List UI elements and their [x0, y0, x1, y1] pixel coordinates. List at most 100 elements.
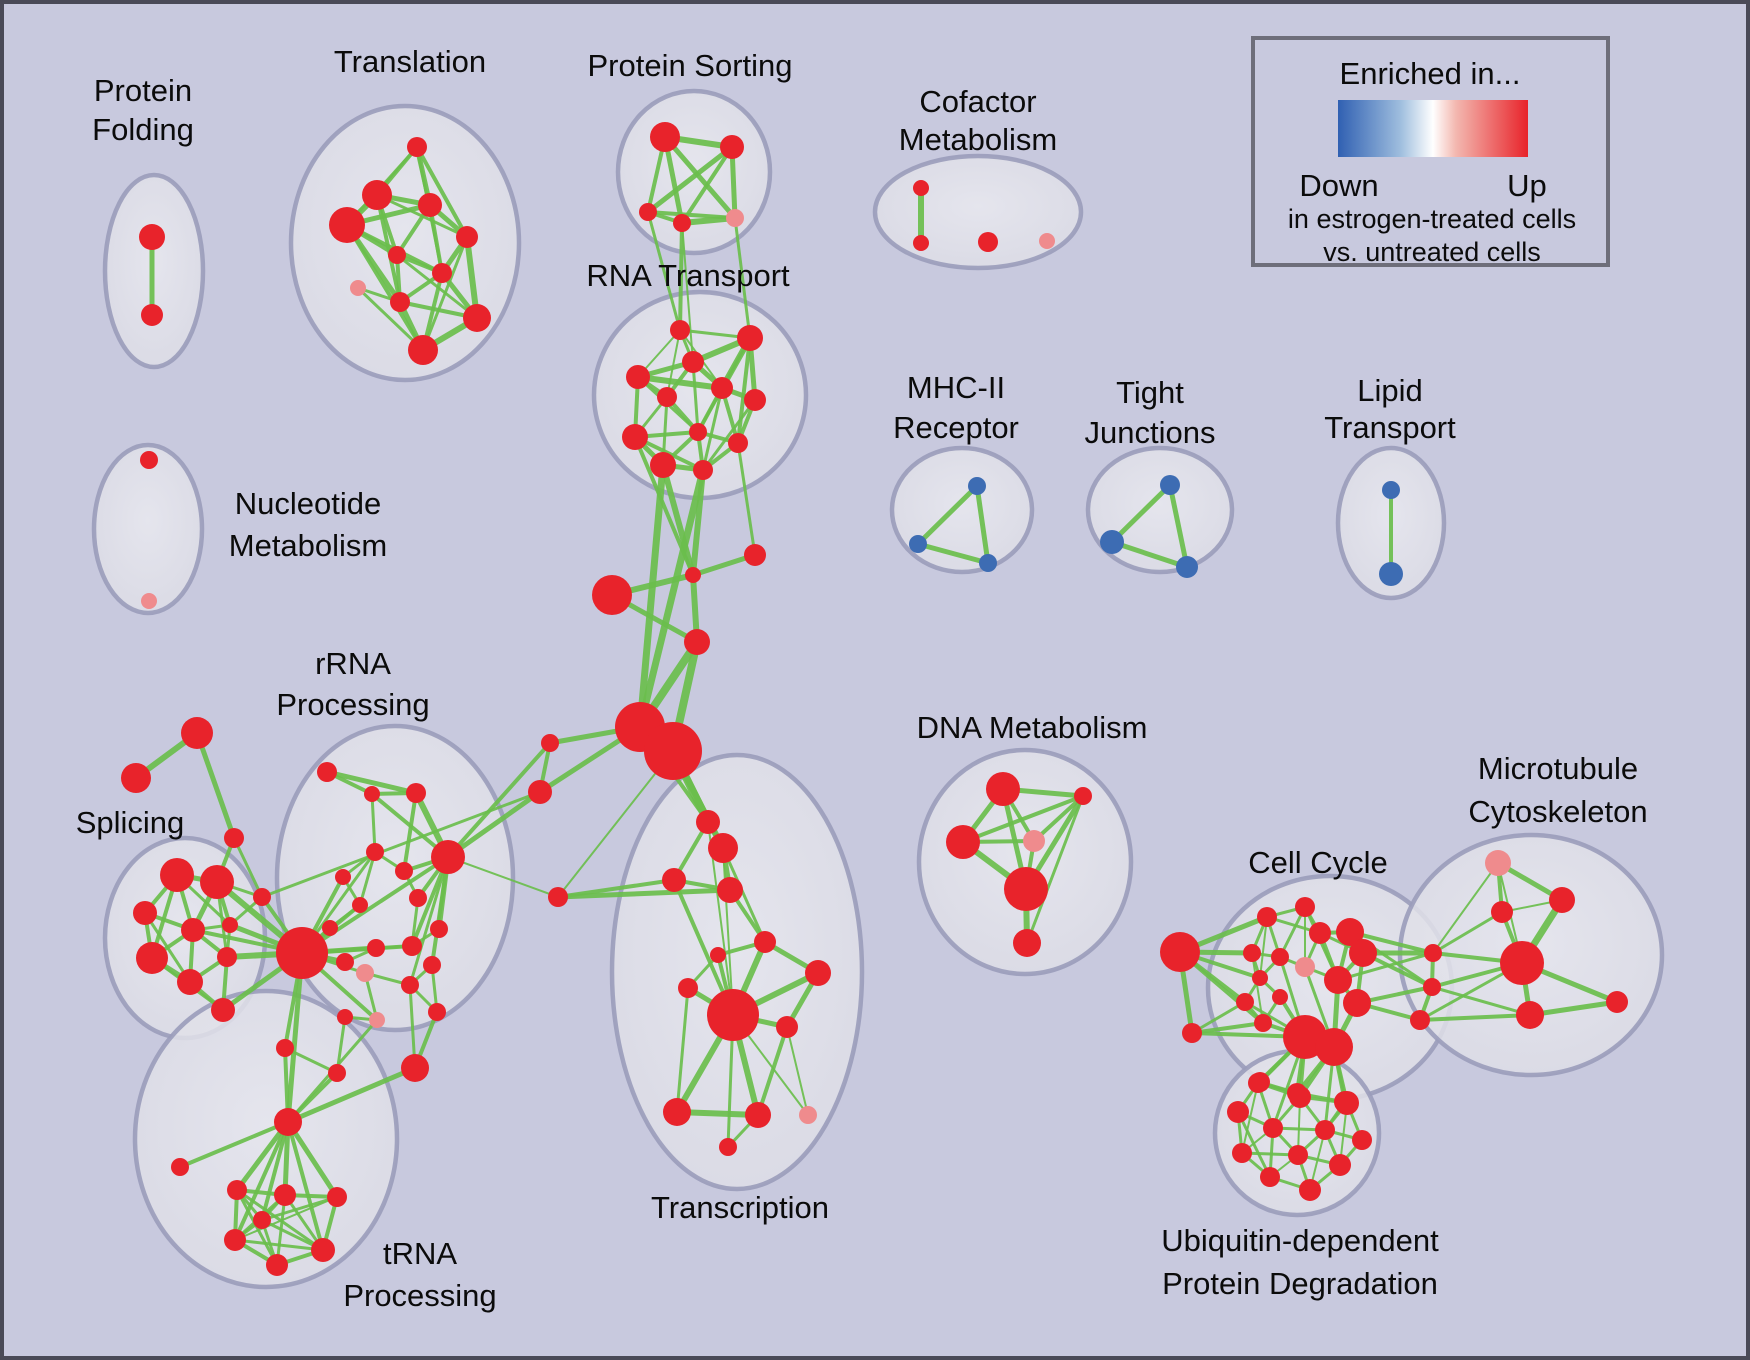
node-r9[interactable] — [322, 920, 338, 936]
node-q3[interactable] — [1243, 944, 1261, 962]
node-tn1[interactable] — [227, 1180, 247, 1200]
node-t3[interactable] — [418, 193, 442, 217]
node-sp1[interactable] — [160, 858, 194, 892]
node-q10[interactable] — [1236, 993, 1254, 1011]
node-rth[interactable] — [274, 1108, 302, 1136]
node-r22[interactable] — [401, 1054, 429, 1082]
node-nm2[interactable] — [141, 593, 157, 609]
edge-qj1-mc1[interactable] — [1432, 862, 1499, 954]
node-lt1[interactable] — [1382, 481, 1400, 499]
node-mc3[interactable] — [1491, 901, 1513, 923]
edge-rt7-rt12[interactable] — [701, 398, 757, 472]
edge-tn2-tn6[interactable] — [275, 1193, 287, 1267]
edge-tr2-tr9[interactable] — [722, 847, 734, 1016]
edge-rth-tn7[interactable] — [260, 1120, 290, 1222]
edge-tr10-tr12[interactable] — [756, 1025, 789, 1117]
node-qj2[interactable] — [1423, 978, 1441, 996]
node-tr7[interactable] — [678, 978, 698, 998]
node-cf3[interactable] — [978, 232, 998, 252]
edge-rt2-rt10[interactable] — [736, 336, 752, 445]
node-tr5[interactable] — [754, 931, 776, 953]
node-q14[interactable] — [1343, 989, 1371, 1017]
edge-h2-c6[interactable] — [557, 750, 674, 898]
edge-rt3-rt9[interactable] — [691, 360, 700, 434]
edge-qo2-q10[interactable] — [1190, 1000, 1247, 1035]
edge-rt10-c2[interactable] — [736, 441, 757, 557]
node-r17[interactable] — [428, 1003, 446, 1021]
edge-q1-q9[interactable] — [1259, 916, 1268, 979]
edge-rh2-r15[interactable] — [408, 855, 450, 987]
node-tj1[interactable] — [1160, 475, 1180, 495]
node-pf1[interactable] — [139, 224, 165, 250]
node-t8[interactable] — [350, 280, 366, 296]
edge-tn1-tn6[interactable] — [235, 1188, 279, 1267]
node-mc5[interactable] — [1516, 1001, 1544, 1029]
node-q8[interactable] — [1349, 939, 1377, 967]
node-tr12[interactable] — [745, 1102, 771, 1128]
edge-r2-r4[interactable] — [370, 792, 377, 854]
node-rt4[interactable] — [626, 365, 650, 389]
node-r12[interactable] — [402, 936, 422, 956]
node-mc6[interactable] — [1606, 991, 1628, 1013]
edge-rh2-c6[interactable] — [447, 856, 559, 898]
node-tn2[interactable] — [274, 1184, 296, 1206]
node-rt12[interactable] — [693, 460, 713, 480]
node-u9[interactable] — [1288, 1145, 1308, 1165]
node-qj3[interactable] — [1410, 1010, 1430, 1030]
node-q13[interactable] — [1324, 966, 1352, 994]
node-rt9[interactable] — [689, 423, 707, 441]
edge-tn4-tn5[interactable] — [233, 1238, 325, 1252]
node-lt2[interactable] — [1379, 562, 1403, 586]
edge-ps1-ps5[interactable] — [662, 134, 738, 221]
node-t4[interactable] — [329, 207, 365, 243]
node-r14[interactable] — [356, 964, 374, 982]
node-rt7[interactable] — [744, 389, 766, 411]
node-c5[interactable] — [528, 780, 552, 804]
node-tn5[interactable] — [311, 1238, 335, 1262]
node-u4[interactable] — [1227, 1101, 1249, 1123]
edge-r22-rth[interactable] — [285, 1065, 418, 1125]
node-sp6[interactable] — [136, 942, 168, 974]
node-rt3[interactable] — [682, 351, 704, 373]
node-ps3[interactable] — [639, 203, 657, 221]
node-cf1[interactable] — [913, 180, 929, 196]
node-mc1[interactable] — [1485, 850, 1511, 876]
node-tn6[interactable] — [266, 1254, 288, 1276]
node-d2[interactable] — [1074, 787, 1092, 805]
node-q9[interactable] — [1252, 970, 1268, 986]
edge-tr13-tr10[interactable] — [786, 1026, 809, 1116]
edge-r20-r21[interactable] — [283, 1046, 339, 1075]
node-r20[interactable] — [276, 1039, 294, 1057]
node-tn4[interactable] — [224, 1229, 246, 1251]
node-q1[interactable] — [1257, 907, 1277, 927]
node-qj1[interactable] — [1424, 944, 1442, 962]
node-rt8[interactable] — [622, 424, 648, 450]
node-m3[interactable] — [979, 554, 997, 572]
node-x2[interactable] — [121, 763, 151, 793]
edge-rh-rh2[interactable] — [300, 855, 450, 955]
node-r21[interactable] — [328, 1064, 346, 1082]
node-ps4[interactable] — [673, 214, 691, 232]
node-r13[interactable] — [430, 920, 448, 938]
edge-u1-u8[interactable] — [1241, 1082, 1259, 1154]
node-ps1[interactable] — [650, 122, 680, 152]
node-cf2[interactable] — [913, 235, 929, 251]
edge-x1-x3[interactable] — [194, 730, 237, 841]
node-t6[interactable] — [388, 246, 406, 264]
edge-ps4-rt3[interactable] — [681, 222, 694, 363]
edge-c5-spj[interactable] — [260, 790, 542, 899]
node-r5[interactable] — [335, 869, 351, 885]
node-tr10[interactable] — [776, 1016, 798, 1038]
node-sp8[interactable] — [177, 969, 203, 995]
node-rt6[interactable] — [657, 387, 677, 407]
node-sp3[interactable] — [133, 901, 157, 925]
edge-d2-d3[interactable] — [961, 794, 1085, 844]
node-cf4[interactable] — [1039, 233, 1055, 249]
edge-ps3-rt1[interactable] — [646, 210, 682, 332]
node-tn7[interactable] — [253, 1211, 271, 1229]
edge-r1-r3[interactable] — [324, 769, 419, 796]
edge-tr2-tr5[interactable] — [721, 846, 767, 944]
node-x3[interactable] — [224, 828, 244, 848]
node-c1[interactable] — [685, 567, 701, 583]
node-ps5[interactable] — [726, 209, 744, 227]
